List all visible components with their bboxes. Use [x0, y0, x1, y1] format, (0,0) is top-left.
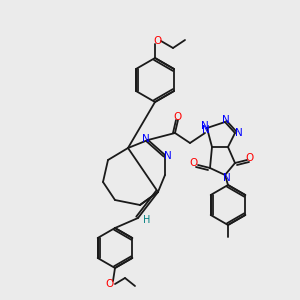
Text: N: N: [201, 121, 209, 131]
Text: N: N: [223, 173, 231, 183]
Text: N: N: [235, 128, 243, 138]
Text: N: N: [164, 151, 172, 161]
Text: O: O: [246, 153, 254, 163]
Text: O: O: [190, 158, 198, 168]
Text: N: N: [202, 125, 210, 135]
Text: N: N: [222, 115, 230, 125]
Text: O: O: [174, 112, 182, 122]
Text: O: O: [153, 36, 161, 46]
Text: N: N: [142, 134, 150, 144]
Text: O: O: [105, 279, 113, 289]
Text: H: H: [143, 215, 151, 225]
